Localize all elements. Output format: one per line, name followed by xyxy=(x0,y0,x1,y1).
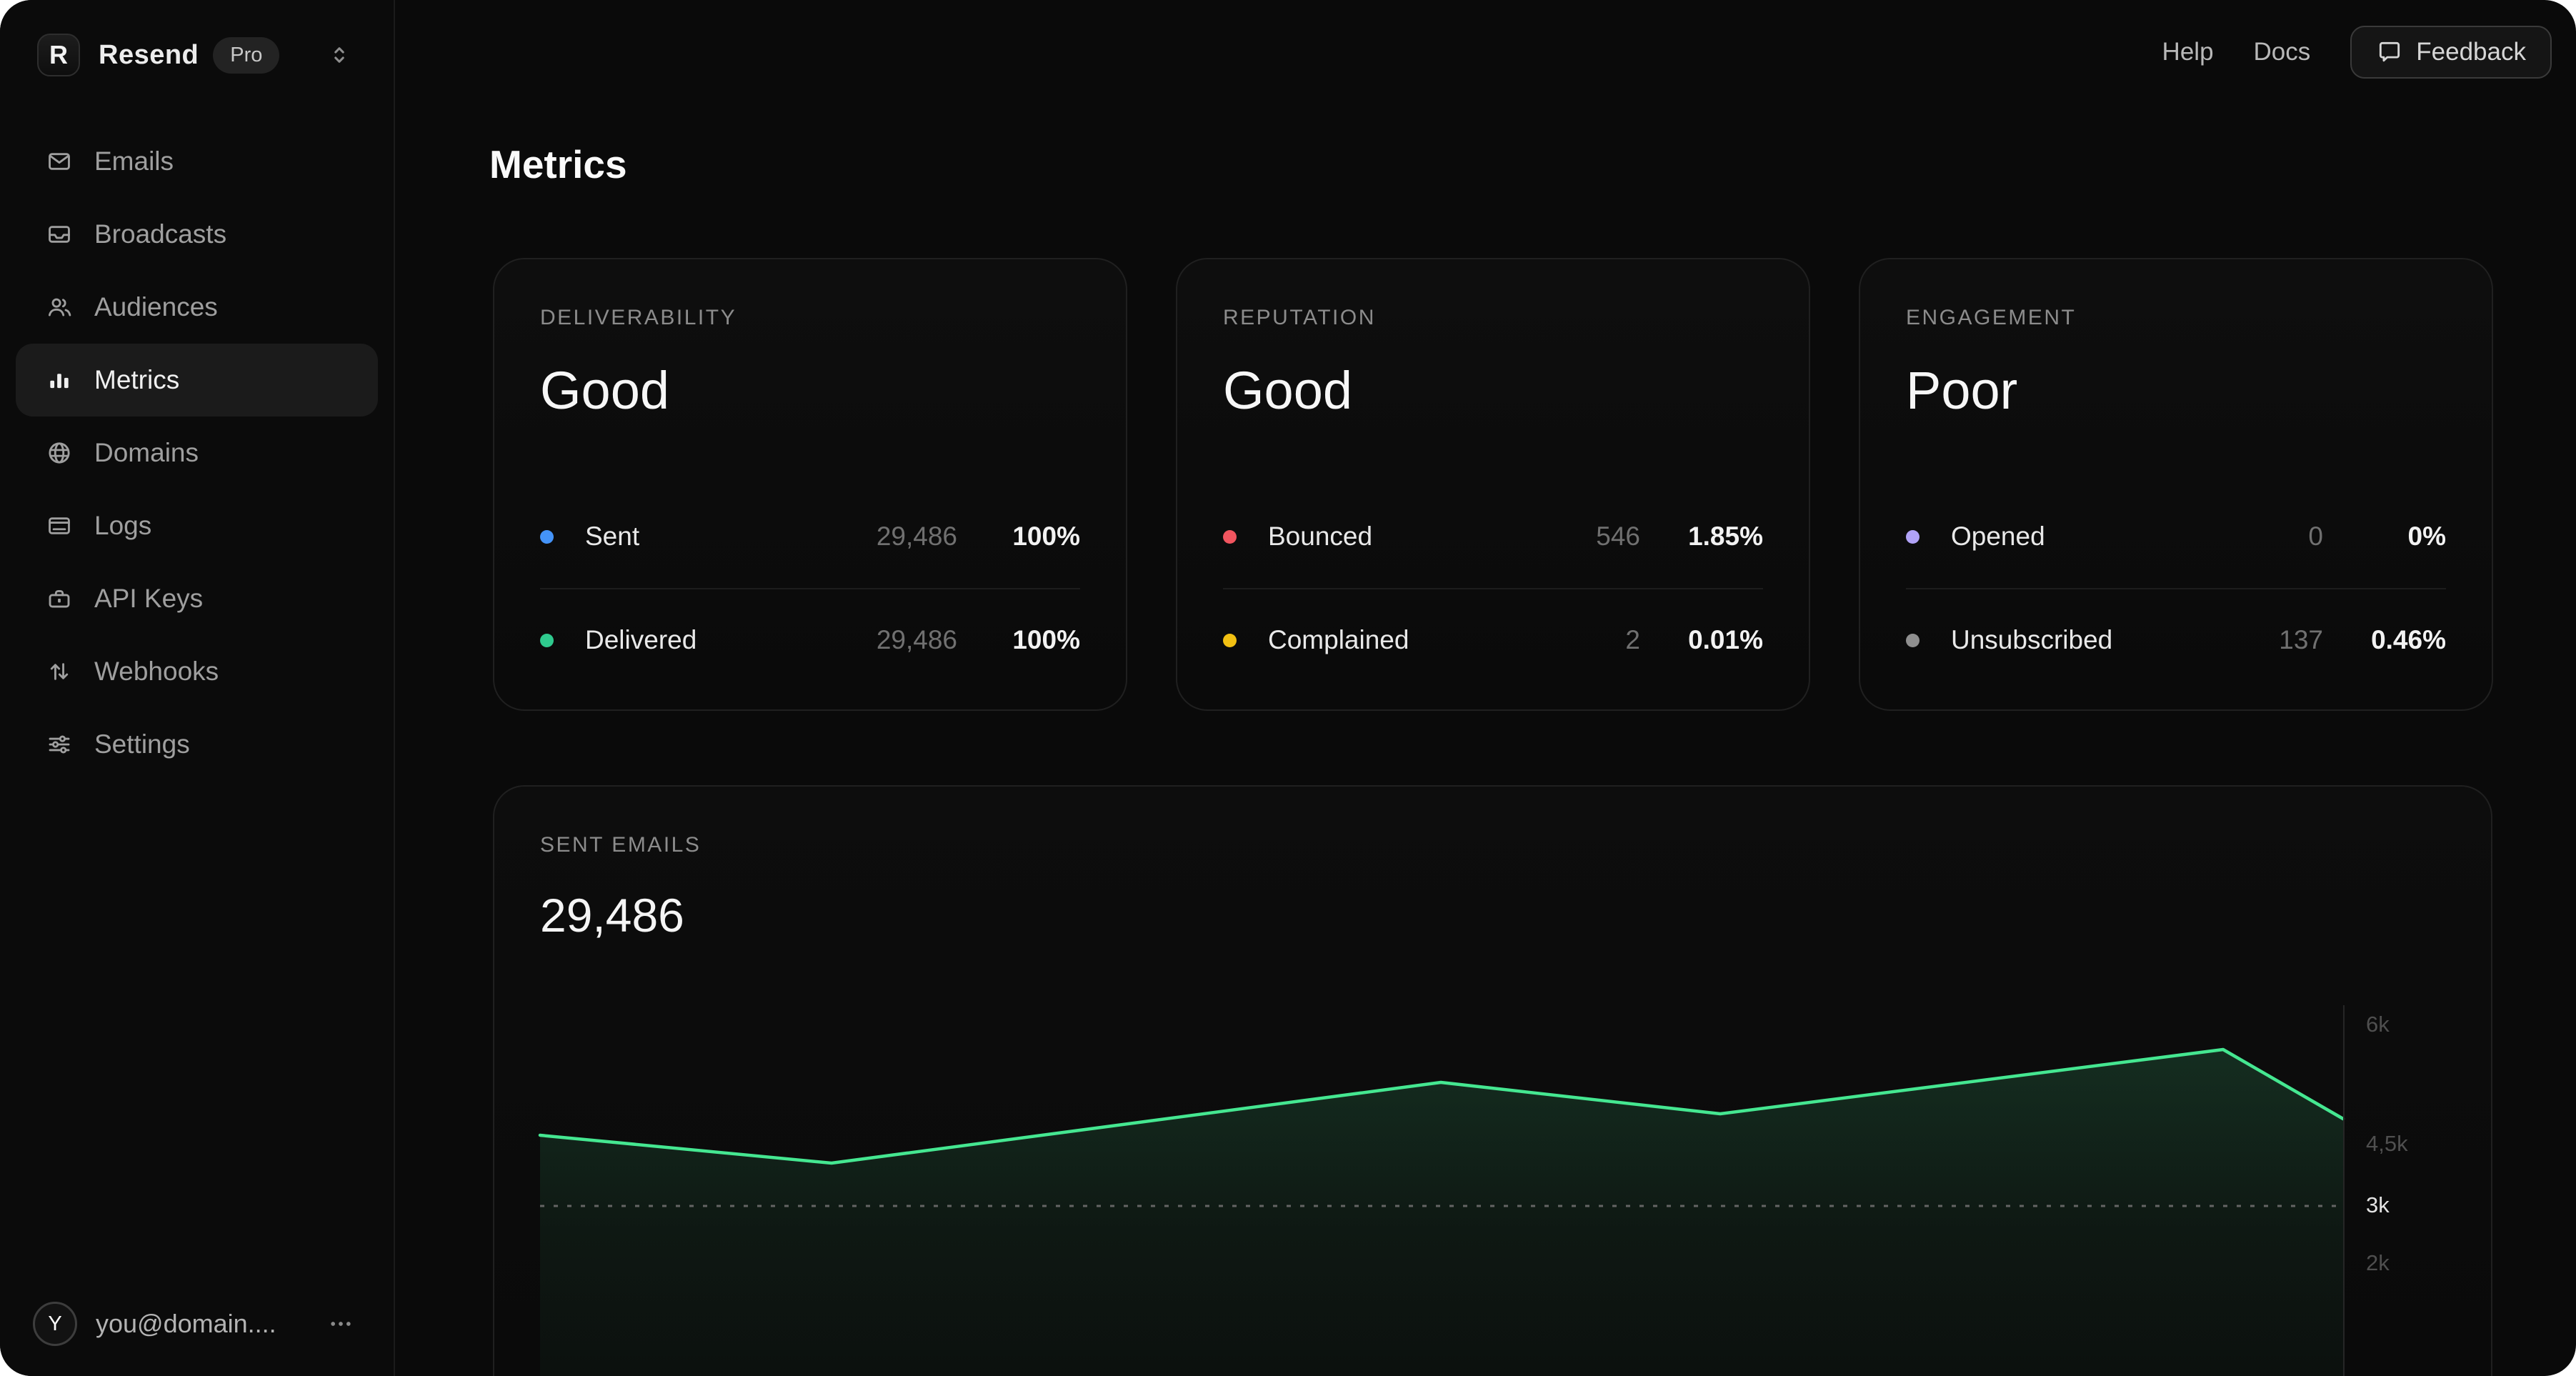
rows-icon xyxy=(46,512,73,539)
card-rows: Bounced 546 1.85% Complained 2 0.01% xyxy=(1223,485,1763,691)
topbar: Help Docs Feedback xyxy=(2162,26,2552,79)
summary-card-deliverability: DELIVERABILITY Good Sent 29,486 100% Del… xyxy=(493,258,1127,711)
user-menu-ellipsis-icon[interactable] xyxy=(326,1310,355,1338)
metric-label: Sent xyxy=(585,522,640,551)
sidebar-item-domains[interactable]: Domains xyxy=(16,417,378,489)
sidebar-item-broadcasts[interactable]: Broadcasts xyxy=(16,198,378,271)
envelope-icon xyxy=(46,148,73,175)
sent-emails-card: SENT EMAILS 29,486 6k 4,5k 3k 2k xyxy=(493,785,2492,1376)
card-category: REPUTATION xyxy=(1223,306,1376,329)
briefcase-lock-icon xyxy=(46,585,73,612)
help-link[interactable]: Help xyxy=(2162,38,2214,66)
metric-dot-icon xyxy=(1906,529,1919,544)
card-rows: Sent 29,486 100% Delivered 29,486 100% xyxy=(540,485,1080,691)
metric-row-opened: Opened 0 0% xyxy=(1906,485,2446,588)
chart-total: 29,486 xyxy=(540,889,684,942)
metric-dot-icon xyxy=(540,529,554,544)
metric-percent: 100% xyxy=(1012,522,1080,551)
summary-cards: DELIVERABILITY Good Sent 29,486 100% Del… xyxy=(493,258,2493,711)
sidebar-item-emails[interactable]: Emails xyxy=(16,125,378,198)
sidebar-nav: Emails Broadcasts Audiences Metrics Doma… xyxy=(0,125,394,781)
summary-card-engagement: ENGAGEMENT Poor Opened 0 0% Unsubscribed… xyxy=(1859,258,2493,711)
metric-label: Delivered xyxy=(585,625,697,654)
user-row: Y you@domain.... xyxy=(0,1282,395,1376)
sidebar-item-logs[interactable]: Logs xyxy=(16,489,378,562)
metric-label: Complained xyxy=(1268,625,1409,654)
card-category: ENGAGEMENT xyxy=(1906,306,2077,329)
metric-row-delivered: Delivered 29,486 100% xyxy=(540,588,1080,691)
metric-percent: 100% xyxy=(1012,625,1080,654)
card-status: Poor xyxy=(1906,361,2018,420)
sidebar-item-api-keys[interactable]: API Keys xyxy=(16,562,378,635)
y-tick-6k: 6k xyxy=(2366,1012,2390,1037)
sidebar: R Resend Pro Emails Broadcasts Audiences… xyxy=(0,0,395,1376)
metric-percent: 0% xyxy=(2407,522,2446,551)
metric-label: Unsubscribed xyxy=(1951,625,2113,654)
metric-value: 29,486 xyxy=(876,522,957,551)
metric-dot-icon xyxy=(1223,633,1237,647)
metric-percent: 0.46% xyxy=(2371,625,2446,654)
feedback-bubble-icon xyxy=(2380,41,2400,62)
metric-value: 0 xyxy=(2308,522,2323,551)
sidebar-item-metrics[interactable]: Metrics xyxy=(16,344,378,417)
y-tick-4-5k: 4,5k xyxy=(2366,1131,2408,1156)
chart-category: SENT EMAILS xyxy=(540,833,702,857)
avatar: Y xyxy=(33,1302,77,1346)
metric-row-complained: Complained 2 0.01% xyxy=(1223,588,1763,691)
sidebar-item-audiences[interactable]: Audiences xyxy=(16,271,378,344)
metric-percent: 0.01% xyxy=(1688,625,1763,654)
summary-card-reputation: REPUTATION Good Bounced 546 1.85% Compla… xyxy=(1176,258,1810,711)
card-status: Good xyxy=(540,361,670,420)
card-rows: Opened 0 0% Unsubscribed 137 0.46% xyxy=(1906,485,2446,691)
bar-chart-icon xyxy=(46,367,73,394)
chart-y-axis xyxy=(2343,1005,2345,1376)
plan-badge: Pro xyxy=(213,36,280,74)
docs-link[interactable]: Docs xyxy=(2253,38,2311,66)
metric-row-sent: Sent 29,486 100% xyxy=(540,485,1080,588)
resend-logo: R xyxy=(37,34,80,76)
globe-icon xyxy=(46,439,73,467)
card-status: Good xyxy=(1223,361,1353,420)
workspace-switcher[interactable]: R Resend Pro xyxy=(37,31,394,79)
workspace-name: Resend xyxy=(99,39,199,70)
page-title: Metrics xyxy=(489,142,627,186)
user-email: you@domain.... xyxy=(96,1309,276,1338)
metric-value: 2 xyxy=(1625,625,1640,654)
resend-logo-letter: R xyxy=(49,40,68,69)
metric-value: 546 xyxy=(1596,522,1640,551)
metric-value: 29,486 xyxy=(876,625,957,654)
metric-percent: 1.85% xyxy=(1688,522,1763,551)
metric-dot-icon xyxy=(540,633,554,647)
sidebar-item-webhooks[interactable]: Webhooks xyxy=(16,635,378,708)
arrows-up-down-icon xyxy=(46,658,73,685)
avatar-letter: Y xyxy=(48,1312,62,1335)
sent-emails-chart xyxy=(538,1002,2345,1376)
y-tick-3k: 3k xyxy=(2366,1192,2390,1217)
metric-dot-icon xyxy=(1223,529,1237,544)
feedback-button[interactable]: Feedback xyxy=(2350,26,2552,79)
feedback-label: Feedback xyxy=(2416,38,2526,66)
metric-row-unsubscribed: Unsubscribed 137 0.46% xyxy=(1906,588,2446,691)
users-icon xyxy=(46,294,73,321)
sidebar-item-settings[interactable]: Settings xyxy=(16,708,378,781)
sliders-icon xyxy=(46,731,73,758)
inbox-icon xyxy=(46,221,73,248)
metric-label: Bounced xyxy=(1268,522,1373,551)
unfold-chevron-icon[interactable] xyxy=(326,42,352,68)
y-tick-2k: 2k xyxy=(2366,1250,2390,1275)
metric-value: 137 xyxy=(2279,625,2323,654)
metric-dot-icon xyxy=(1906,633,1919,647)
card-category: DELIVERABILITY xyxy=(540,306,737,329)
metric-label: Opened xyxy=(1951,522,2045,551)
metric-row-bounced: Bounced 546 1.85% xyxy=(1223,485,1763,588)
